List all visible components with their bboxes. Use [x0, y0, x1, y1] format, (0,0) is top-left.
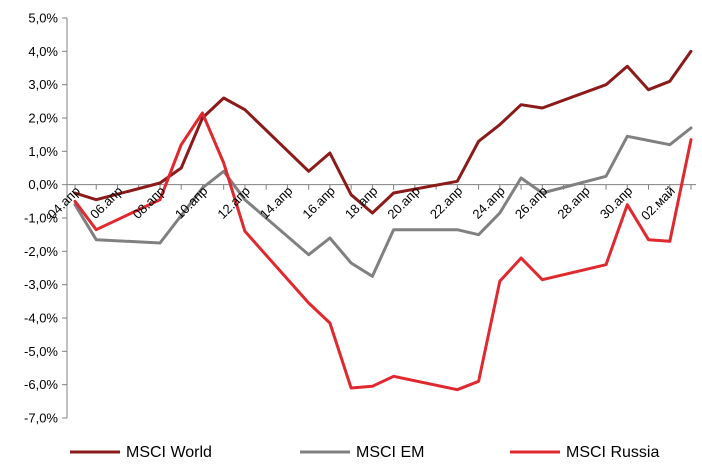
series-line-msci-world	[73, 49, 693, 215]
series-lines	[73, 49, 693, 392]
y-tick-label: -4,0%	[24, 311, 58, 326]
x-tick-label: 16.апр	[299, 183, 338, 222]
y-tick-label: -1,0%	[24, 211, 58, 226]
x-tick-label: 20.апр	[384, 183, 423, 222]
y-tick-label: -6,0%	[24, 377, 58, 392]
x-tick-label: 02.май	[638, 183, 678, 223]
legend-label: MSCI Russia	[566, 444, 659, 461]
series-line-msci-russia	[73, 111, 693, 392]
legend-label: MSCI EM	[356, 444, 424, 461]
y-tick-label: -2,0%	[24, 244, 58, 259]
x-tick-label: 30.апр	[597, 183, 636, 222]
y-tick-label: 1,0%	[28, 144, 58, 159]
series-line-msci-em	[73, 126, 693, 278]
y-tick-label: -7,0%	[24, 411, 58, 426]
x-axis	[67, 184, 696, 190]
x-tick-label: 14.апр	[257, 183, 296, 222]
legend: MSCI World MSCI EM MSCI Russia	[70, 444, 659, 461]
x-tick-label: 22.апр	[427, 183, 466, 222]
y-tick-label: -5,0%	[24, 344, 58, 359]
legend-label: MSCI World	[126, 444, 212, 461]
x-tick-label: 10.апр	[172, 183, 211, 222]
y-tick-label: 0,0%	[28, 177, 58, 192]
y-tick-label: 2,0%	[28, 111, 58, 126]
y-tick-label: -3,0%	[24, 277, 58, 292]
y-tick-label: 5,0%	[28, 11, 58, 26]
x-tick-label: 06.апр	[87, 183, 126, 222]
y-tick-label: 4,0%	[28, 44, 58, 59]
x-tick-label: 26.апр	[512, 183, 551, 222]
x-tick-label: 24.апр	[469, 183, 508, 222]
y-tick-label: 3,0%	[28, 77, 58, 92]
y-axis: 5,0% 4,0% 3,0% 2,0% 1,0% 0,0% -1,0% -2,0% -3,0% -…	[24, 11, 68, 426]
